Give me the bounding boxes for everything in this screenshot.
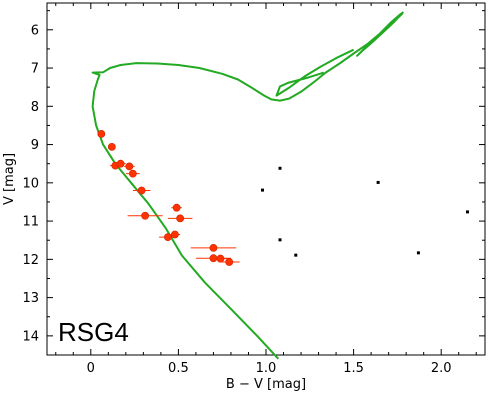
member-star-point	[97, 129, 106, 138]
member-star-point	[107, 142, 116, 151]
x-tick-label: 0	[87, 361, 95, 376]
y-tick-label: 7	[31, 62, 39, 77]
y-tick-label: 13	[22, 291, 39, 306]
panel-label: RSG4	[58, 317, 129, 347]
axis-ticks: 0 0.5 1.0 1.5 2.0 6 7 8 9 10 11 12 13 14	[22, 3, 485, 376]
isochrone-lines	[91, 11, 404, 360]
y-tick-label: 8	[31, 100, 39, 115]
member-star-point	[172, 203, 181, 212]
member-star-point	[176, 214, 185, 223]
y-tick-label: 11	[22, 215, 39, 230]
field-star-point	[278, 238, 282, 242]
member-stars	[97, 129, 240, 266]
member-star-point	[137, 186, 146, 195]
plot-frame	[46, 2, 486, 356]
y-tick-label: 10	[22, 176, 39, 191]
plot-area	[46, 2, 486, 356]
member-star-point	[170, 230, 179, 239]
member-star-point	[209, 243, 218, 252]
y-tick-label: 9	[31, 138, 39, 153]
x-tick-label: 1.0	[256, 361, 277, 376]
x-axis-label: B − V [mag]	[226, 377, 306, 392]
member-star-point	[216, 254, 225, 263]
member-star-point	[128, 169, 137, 178]
member-star-point	[225, 258, 234, 266]
y-tick-label: 14	[22, 329, 39, 344]
y-tick-label: 6	[31, 23, 39, 38]
field-star-point	[376, 180, 380, 184]
member-star-point	[141, 211, 150, 220]
isochrone-line	[91, 11, 404, 360]
x-tick-label: 1.5	[343, 361, 364, 376]
member-star-point	[125, 162, 134, 171]
field-star-point	[260, 188, 264, 192]
isochrone-line	[275, 48, 355, 97]
x-tick-label: 2.0	[431, 361, 452, 376]
field-star-point	[416, 251, 420, 255]
y-axis-label: V [mag]	[2, 153, 17, 205]
field-stars	[260, 166, 469, 257]
field-star-point	[294, 253, 298, 257]
field-star-point	[278, 166, 282, 170]
y-tick-label: 12	[22, 253, 39, 268]
field-star-point	[465, 210, 469, 214]
x-tick-label: 0.5	[168, 361, 189, 376]
member-star-point	[163, 233, 172, 242]
member-star-point	[116, 159, 125, 168]
